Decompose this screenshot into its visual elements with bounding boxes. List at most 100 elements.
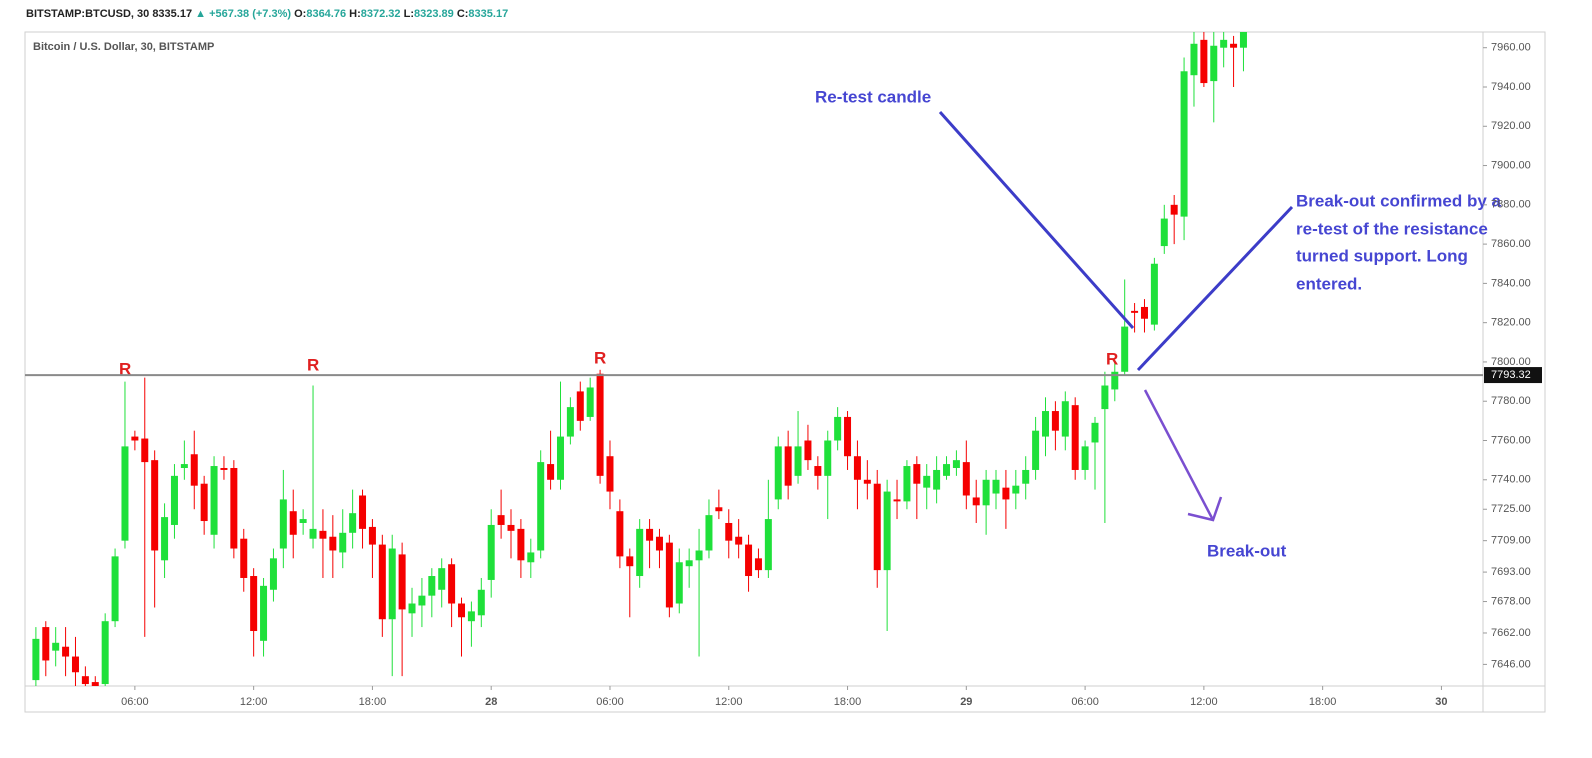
candle-body (893, 499, 901, 502)
x-tick-label: 29 (960, 696, 972, 708)
y-tick-label: 7646.00 (1491, 658, 1531, 670)
y-tick-label: 7860.00 (1491, 238, 1531, 250)
candle-body (378, 544, 386, 620)
candle-body (141, 438, 149, 463)
h-value: 8372.32 (360, 8, 401, 20)
candle-body (1210, 45, 1218, 82)
confirmed-line: Break-out confirmed by a (1296, 191, 1502, 210)
y-tick-label: 7740.00 (1491, 474, 1531, 486)
o-value: 8364.76 (306, 8, 347, 20)
l-value: 8323.89 (413, 8, 454, 20)
y-tick-label: 7920.00 (1491, 120, 1531, 132)
l-label: L: (403, 8, 414, 20)
confirmed-pointer (1136, 205, 1294, 372)
candle-body (309, 528, 317, 539)
o-label: O: (294, 8, 307, 20)
x-tick-label: 06:00 (121, 696, 149, 708)
candle-body (1200, 39, 1208, 84)
candle-body (111, 556, 119, 622)
candle-body (685, 560, 693, 567)
candle-body (636, 528, 644, 577)
price-tag-label: 7793.32 (1491, 369, 1531, 381)
candle-body (81, 676, 89, 685)
y-tick-label: 7725.00 (1491, 503, 1531, 515)
candle-body (1061, 401, 1069, 437)
c-label: C: (456, 8, 469, 20)
candle-body (329, 536, 337, 551)
candle-body (853, 456, 861, 480)
candle-body (418, 595, 426, 606)
candle-body (675, 562, 683, 604)
x-tick-label: 06:00 (596, 696, 624, 708)
candle-body (289, 511, 297, 535)
candle-body (1012, 485, 1020, 494)
candle-body (180, 464, 188, 468)
candle-body (230, 468, 238, 549)
candle-body (121, 446, 129, 541)
candle-body (1230, 43, 1238, 48)
y-tick-label: 7900.00 (1491, 159, 1531, 171)
r-label: R (307, 355, 319, 374)
candle-body (467, 611, 475, 622)
candle-body (349, 513, 357, 533)
candle-body (161, 517, 169, 561)
candle-body (903, 466, 911, 502)
candle-body (606, 456, 614, 492)
candle-body (596, 373, 604, 476)
candle-body (91, 682, 99, 686)
candle-body (200, 483, 208, 522)
candle-body (71, 656, 79, 673)
candle-body (804, 440, 812, 461)
candle-body (1111, 371, 1119, 390)
c-value: 8335.17 (468, 8, 509, 20)
y-tick-label: 7780.00 (1491, 395, 1531, 407)
candle-body (1002, 487, 1010, 500)
candle-body (42, 627, 50, 661)
candle-body (507, 524, 515, 531)
symbol: BITSTAMP:BTCUSD, 30 (26, 8, 150, 20)
candle-body (131, 436, 139, 441)
candle-body (1170, 204, 1178, 215)
candle-body (240, 538, 248, 578)
last: 8335.17 (152, 8, 193, 20)
breakout-label: Break-out (1207, 541, 1287, 560)
candle-body (487, 524, 495, 580)
r-label: R (594, 348, 606, 367)
candle-body (715, 507, 723, 512)
candle-body (269, 558, 277, 590)
confirmed-line: re-test of the resistance (1296, 219, 1488, 238)
candle-body (170, 475, 178, 525)
y-tick-label: 7709.00 (1491, 535, 1531, 547)
candle-body (824, 440, 832, 476)
candle-body (408, 603, 416, 614)
y-tick-label: 7678.00 (1491, 595, 1531, 607)
candle-body (972, 497, 980, 506)
candle-body (873, 483, 881, 571)
candle-body (665, 542, 673, 608)
candle-body (1091, 422, 1099, 443)
y-tick-label: 7940.00 (1491, 81, 1531, 93)
confirmed-line: turned support. Long (1296, 246, 1468, 265)
candle-body (1220, 39, 1228, 48)
candle-body (497, 515, 505, 525)
candle-body (1032, 430, 1040, 470)
candle-body (368, 526, 376, 545)
y-tick-label: 7800.00 (1491, 356, 1531, 368)
x-tick-label: 18:00 (834, 696, 862, 708)
frame (24, 31, 1546, 713)
candle-body (725, 522, 733, 541)
candle-body (260, 585, 268, 641)
r-label: R (119, 359, 131, 378)
candle-body (458, 603, 466, 618)
candle-body (1239, 32, 1247, 48)
candle-body (794, 446, 802, 476)
candle-body (220, 468, 228, 470)
candle-body (190, 454, 198, 486)
candle-body (1101, 385, 1109, 410)
candle-body (952, 460, 960, 468)
candle-body (319, 530, 327, 539)
x-tick-label: 28 (485, 696, 497, 708)
candle-body (764, 519, 772, 571)
change: ▲ +567.38 (+7.3%) (195, 8, 292, 20)
candle-body (1190, 43, 1198, 76)
